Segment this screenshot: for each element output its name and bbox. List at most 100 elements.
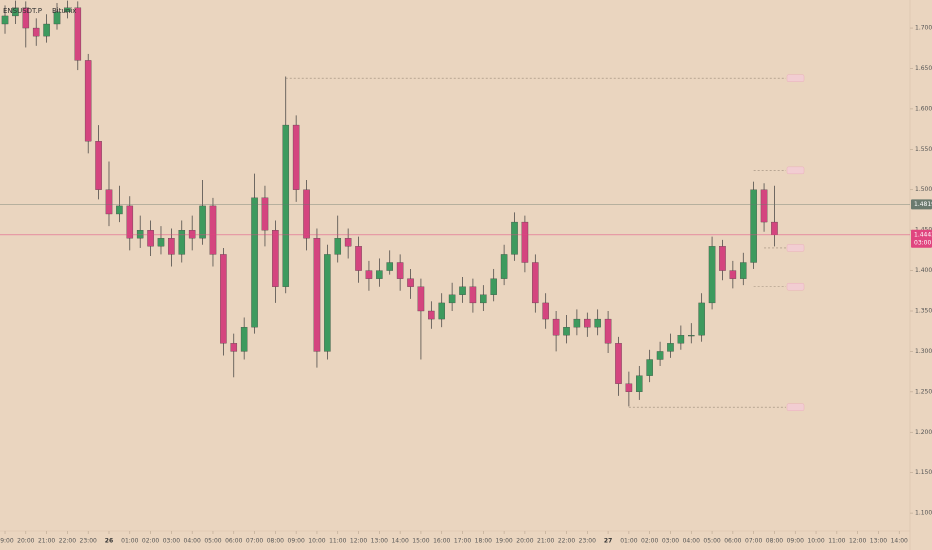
candle-body [220,254,227,344]
candle-body [74,7,82,61]
candle-body [698,302,705,336]
x-tick-label: 02:00 [142,538,159,545]
candle-body [677,335,685,344]
x-tick-label: 26 [105,538,113,545]
overlay: ENSUSDT.P Bitunix [3,7,76,15]
y-tick-label: 1.1000 [915,510,932,517]
x-tick-label: 23:00 [80,538,97,545]
candle-body [573,318,581,328]
level-tag [786,244,805,252]
candle-body [771,221,778,235]
candle-body [355,246,362,271]
price-countdown: 03:00 [914,239,931,246]
candle-body [386,262,394,271]
x-tick-label: 05:00 [703,538,720,545]
x-tick-label: 08:00 [267,538,284,545]
y-tick-label: 1.5500 [915,146,932,153]
candle-body [147,230,154,247]
candle-body [251,197,258,328]
x-tick-label: 04:00 [683,538,700,545]
candle-body [729,270,737,279]
candle-body [126,205,134,239]
candle-body [448,294,456,304]
price-tag [911,229,932,248]
candle-body [594,318,601,328]
candle-body [43,23,50,37]
candle-body [334,238,342,255]
candle-body [178,230,186,255]
candle-body [84,60,92,142]
x-tick-label: 22:00 [59,538,76,545]
candle-body [656,351,664,360]
candle-body [490,278,497,295]
y-tick-label: 1.7000 [915,25,932,32]
x-tick-label: 09:00 [787,538,804,545]
candle-body [552,318,560,336]
candle-body [739,262,747,279]
candle-body [64,7,71,13]
x-tick-label: 01:00 [620,538,637,545]
candle-body [105,189,113,215]
candle-body [500,254,508,279]
candle-body [584,318,591,328]
x-tick-label: 20:00 [516,538,533,545]
candle-body [53,11,61,25]
x-tick-label: 03:00 [662,538,679,545]
candle-body [313,238,321,352]
candle-body [667,343,674,352]
x-tick-label: 12:00 [350,538,367,545]
y-tick-label: 1.4000 [915,267,932,274]
candle-body [511,221,518,255]
candle-body [615,343,622,384]
y-tick-label: 1.2500 [915,388,932,395]
candle-body [396,262,404,279]
x-tick-label: 17:00 [454,538,471,545]
price-tag [911,199,932,210]
x-tick-label: 20:00 [17,538,34,545]
candle-body [157,238,165,247]
symbol: ENSUSDT.P [3,7,42,15]
x-tick-label: 11:00 [828,538,845,545]
x-tick-label: 16:00 [433,538,450,545]
x-tick-label: 07:00 [246,538,263,545]
y-tick-label: 1.3500 [915,307,932,314]
y-tick-label: 1.1500 [915,469,932,476]
candle-body [438,302,445,320]
candle-body [272,230,279,287]
x-tick-label: 04:00 [184,538,201,545]
candle-body [168,238,175,255]
candle-body [636,375,643,392]
x-tick-label: 21:00 [38,538,55,545]
candle-body [563,327,570,336]
y-tick-label: 1.3000 [915,348,932,355]
candle-body [719,246,726,271]
candle-body [376,270,383,279]
candle-body [459,286,466,295]
plot [1,0,805,411]
candle-body [95,141,102,190]
x-tick-label: 06:00 [225,538,242,545]
level-tag [786,166,805,175]
candle-body [365,270,373,279]
y-tick-label: 1.6500 [915,65,932,72]
x-tick-label: 13:00 [870,538,887,545]
exchange: Bitunix [52,7,76,15]
candle-body [625,383,633,392]
candle-body [688,335,695,337]
x-tick-label: 22:00 [558,538,575,545]
x-tick-label: 12:00 [849,538,866,545]
x-tick-label: 23:00 [579,538,596,545]
candle-body [417,286,425,312]
x-tick-label: 05:00 [204,538,221,545]
x-tick-label: 08:00 [766,538,783,545]
x-tick-label: 19:00 [495,538,512,545]
level-tag [786,283,805,291]
x-tick-label: 09:00 [288,538,305,545]
x-tick-label: 14:00 [391,538,408,545]
price-tag-label: 1.4443 [914,231,932,238]
candle-body [188,230,196,239]
x-tick-label: 10:00 [807,538,824,545]
y-tick-label: 1.2000 [915,429,932,436]
candle-body [469,286,477,304]
